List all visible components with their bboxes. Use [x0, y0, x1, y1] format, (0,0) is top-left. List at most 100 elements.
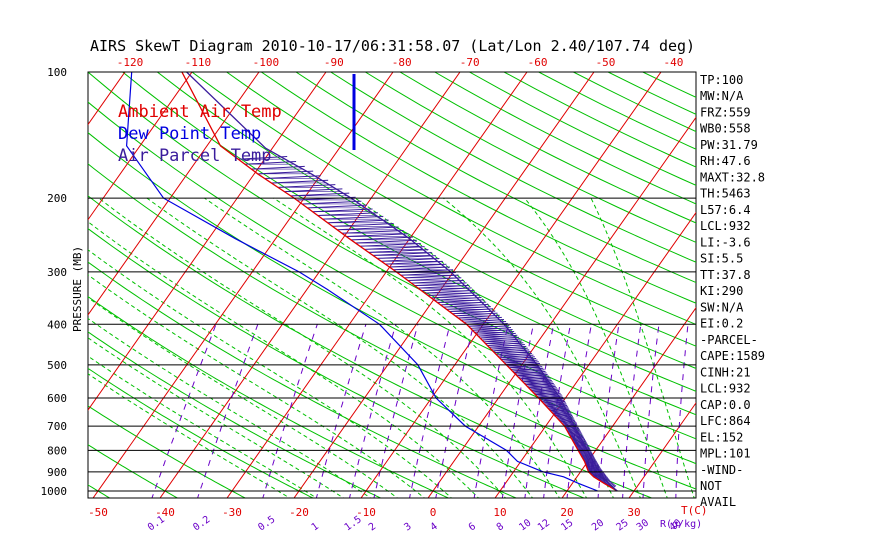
- cape-hatch: [238, 155, 617, 489]
- cape-hatch-line: [599, 477, 609, 482]
- moist-adiabat-line: [354, 197, 615, 498]
- cape-hatch-line: [480, 334, 518, 339]
- cape-hatch-line: [592, 472, 605, 476]
- cape-hatch-line: [609, 483, 615, 488]
- top-temp-tick-label: -80: [392, 56, 412, 69]
- cape-hatch-line: [385, 260, 443, 265]
- cape-hatch-line: [575, 443, 588, 447]
- cape-hatch-line: [346, 233, 409, 238]
- cape-hatch-line: [501, 356, 535, 361]
- top-temp-tick-labels: -120 -110 -100 -90 -80 -70 -60 -50 -40: [117, 56, 684, 69]
- cape-hatch-line: [350, 236, 413, 241]
- bottom-temp-tick-label: -50: [88, 506, 108, 519]
- moist-adiabat-line: [590, 197, 695, 498]
- y-axis-label: PRESSURE (MB): [71, 246, 84, 332]
- top-temp-tick-label: -110: [185, 56, 212, 69]
- dry-adiabat-line: [88, 295, 450, 498]
- top-temp-tick-label: -90: [324, 56, 344, 69]
- stability-index-label: LFC:864: [700, 414, 751, 428]
- stability-index-label: LCL:932: [700, 219, 751, 233]
- mixing-ratio-tick-label: 1: [310, 521, 321, 533]
- pressure-tick-label: 400: [47, 318, 67, 331]
- cape-hatch-line: [607, 482, 614, 487]
- stability-index-label: TT:37.8: [700, 268, 751, 282]
- mixing-ratio-lines: [151, 324, 689, 498]
- moist-adiabat-line: [88, 317, 372, 498]
- dewpoint-temp-line: [125, 72, 599, 492]
- pressure-tick-labels: 100 200 300 400 500 600 700 800 900 1000: [41, 66, 68, 498]
- mixing-ratio-tick-label: 0.2: [191, 514, 212, 533]
- bottom-temp-tick-label: -20: [289, 506, 309, 519]
- cape-hatch-line: [490, 345, 527, 350]
- isotherm-line: [628, 402, 696, 498]
- cape-hatch-line: [238, 155, 288, 160]
- moist-adiabat-line: [524, 197, 668, 498]
- pressure-tick-label: 300: [47, 266, 67, 279]
- stability-index-label: NOT: [700, 479, 722, 493]
- stability-index-label: TP:100: [700, 73, 743, 87]
- cape-hatch-line: [472, 327, 512, 331]
- mixing-ratio-line: [473, 324, 509, 498]
- moist-adiabat-line: [88, 337, 345, 498]
- isotherm-line: [829, 53, 870, 500]
- cape-hatch-line: [580, 451, 592, 456]
- mixing-ratio-line: [543, 324, 571, 498]
- isotherm-line: [226, 72, 528, 498]
- dry-adiabat-line: [88, 101, 696, 440]
- cape-hatch-line: [474, 329, 513, 333]
- mixing-ratio-line: [409, 324, 451, 498]
- cape-hatch-line: [483, 338, 521, 343]
- dry-adiabat-line: [295, 72, 696, 284]
- stability-index-label: FRZ:559: [700, 105, 751, 119]
- legend-parcel: Air Parcel Temp: [118, 146, 272, 166]
- cape-hatch-line: [577, 446, 590, 450]
- cape-hatch-line: [573, 438, 586, 443]
- bottom-temp-tick-label: -30: [222, 506, 242, 519]
- cape-hatch-line: [364, 246, 425, 250]
- cape-hatch-line: [327, 219, 389, 224]
- cape-hatch-line: [251, 165, 305, 170]
- stability-index-label: -PARCEL-: [700, 333, 758, 347]
- moist-adiabat-line: [88, 274, 426, 498]
- cape-hatch-line: [585, 460, 597, 464]
- cape-hatch-line: [576, 444, 588, 448]
- cape-hatch-line: [588, 467, 601, 472]
- cape-hatch-line: [284, 188, 343, 193]
- mixing-ratio-line: [315, 324, 367, 498]
- cape-hatch-line: [337, 226, 399, 231]
- mixing-ratio-line: [642, 324, 660, 498]
- pressure-tick-label: 900: [47, 466, 67, 479]
- cape-hatch-line: [582, 455, 594, 459]
- legend-dewpoint: Dew Point Temp: [118, 124, 261, 144]
- mixing-ratio-line: [373, 324, 419, 498]
- pressure-tick-label: 1000: [41, 485, 68, 498]
- bottom-temp-tick-label: -40: [155, 506, 175, 519]
- pressure-tick-label: 600: [47, 392, 67, 405]
- moist-adiabat-line: [88, 249, 453, 498]
- cape-hatch-line: [583, 457, 595, 461]
- cape-hatch-line: [595, 474, 607, 479]
- stability-index-label: CINH:21: [700, 365, 751, 379]
- dry-adiabat-line: [88, 367, 314, 498]
- cape-hatch-line: [244, 160, 297, 165]
- stability-indices: TP:100 MW:N/A FRZ:559 WB0:558 PW:31.79 RH:47.…: [700, 73, 765, 509]
- mixing-ratio-tick-label: 6: [467, 521, 478, 533]
- isotherm-line: [561, 306, 696, 498]
- cape-hatch-line: [476, 330, 515, 335]
- stability-index-label: SI:5.5: [700, 252, 743, 266]
- dry-adiabat-line: [88, 331, 382, 498]
- bottom-temp-tick-label: 10: [493, 506, 506, 519]
- top-temp-tick-label: -40: [664, 56, 684, 69]
- isotherm-line: [88, 72, 327, 411]
- mixing-ratio-line: [622, 324, 642, 498]
- moist-adiabat-line: [443, 197, 641, 498]
- isotherm-line: [427, 116, 696, 498]
- stability-index-label: MPL:101: [700, 447, 751, 461]
- isotherm-line: [88, 72, 260, 316]
- cape-hatch-line: [587, 465, 600, 470]
- cape-hatch-line: [271, 179, 329, 184]
- cape-hatch-line: [598, 476, 608, 481]
- stability-index-label: -WIND-: [700, 463, 743, 477]
- top-temp-tick-label: -70: [460, 56, 480, 69]
- mixing-ratio-tick-label: 0.5: [256, 514, 277, 533]
